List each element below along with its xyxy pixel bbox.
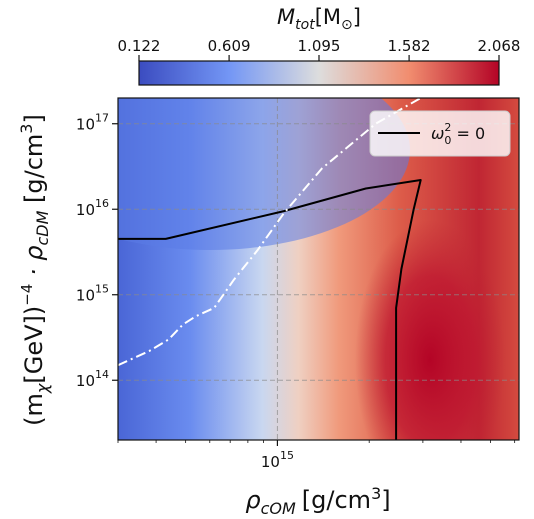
y-axis-ticks: 1014 1015 1016 1017 bbox=[76, 112, 118, 390]
colorbar-bar bbox=[138, 60, 500, 86]
grid bbox=[118, 98, 519, 440]
colorbar-tick-label: 0.122 bbox=[118, 37, 161, 55]
colorbar-tick-label: 2.068 bbox=[478, 37, 521, 55]
legend-label: ω2 0 = 0 bbox=[431, 121, 485, 147]
x-tick-label: 1015 bbox=[261, 449, 294, 471]
omega-zero-curve bbox=[118, 179, 422, 440]
colorbar-tick-label: 1.582 bbox=[388, 37, 431, 55]
y-tick-label: 1016 bbox=[76, 197, 109, 219]
heatmap bbox=[118, 98, 519, 440]
x-axis-title: ρcOM [g/cm3] bbox=[245, 484, 390, 518]
dashdot-white-curve bbox=[118, 98, 422, 367]
colorbar-title: Mtot[M⊙] bbox=[277, 5, 361, 33]
colorbar-tick-label: 0.609 bbox=[208, 37, 251, 55]
series-layer bbox=[118, 98, 422, 440]
y-tick-label: 1017 bbox=[76, 112, 109, 134]
colorbar-tick-label: 1.095 bbox=[298, 37, 341, 55]
colorbar-ticks: 0.122 0.609 1.095 1.582 2.068 bbox=[118, 37, 521, 61]
x-axis-ticks: 1015 bbox=[117, 440, 516, 471]
heatmap-hot-region bbox=[355, 220, 505, 440]
colorbar: 0.122 0.609 1.095 1.582 2.068 Mtot[M⊙] bbox=[118, 5, 521, 86]
y-tick-label: 1014 bbox=[76, 368, 109, 390]
legend: ω2 0 = 0 bbox=[369, 110, 511, 157]
heatmap-cool-region bbox=[118, 98, 410, 250]
legend-box bbox=[369, 110, 511, 157]
y-axis-title: (mχ[GeV])−4 · ρcDM [g/cm3] bbox=[17, 114, 52, 426]
plot-frame bbox=[117, 97, 520, 441]
y-tick-label: 1015 bbox=[76, 283, 109, 305]
